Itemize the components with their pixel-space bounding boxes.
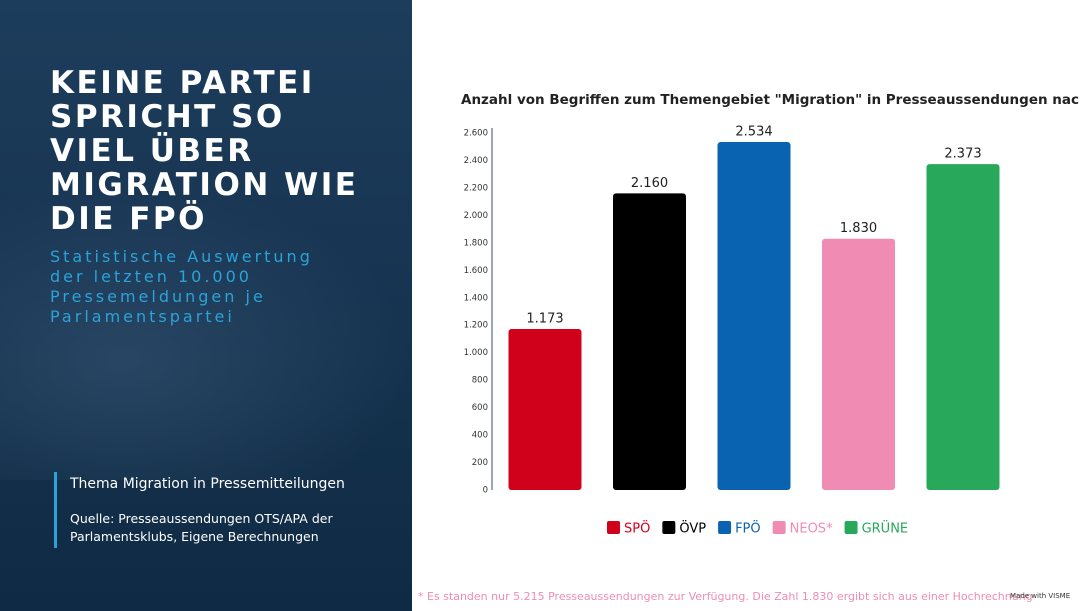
y-tick-label: 1.800 bbox=[464, 238, 488, 248]
legend-label: FPÖ bbox=[735, 520, 761, 537]
headline-line: MIGRATION WIE bbox=[50, 167, 359, 203]
chart-title: Anzahl von Begriffen zum Themengebiet "M… bbox=[461, 92, 1080, 108]
subheadline-line: der letzten 10.000 bbox=[50, 267, 252, 286]
credit: Made with VISME bbox=[1010, 592, 1071, 600]
y-tick-label: 600 bbox=[472, 403, 488, 413]
y-tick-label: 1.000 bbox=[464, 348, 488, 358]
bar bbox=[613, 193, 686, 490]
subheadline-line: Statistische Auswertung bbox=[50, 247, 313, 266]
footnote: * Es standen nur 5.215 Presseaussendunge… bbox=[418, 590, 1033, 603]
value-label: 1.830 bbox=[840, 221, 877, 236]
legend-swatch bbox=[607, 521, 620, 534]
legend-label: SPÖ bbox=[624, 520, 650, 537]
source-line: Quelle: Presseaussendungen OTS/APA der bbox=[70, 511, 333, 526]
y-tick-label: 2.200 bbox=[464, 183, 488, 193]
accent-bar bbox=[54, 472, 57, 548]
bar bbox=[822, 238, 895, 490]
y-tick-label: 1.400 bbox=[464, 293, 488, 303]
legend-swatch bbox=[662, 521, 676, 534]
source: Quelle: Presseaussendungen OTS/APA der Pa… bbox=[70, 510, 333, 546]
y-tick-label: 1.600 bbox=[464, 266, 488, 276]
chart: Anzahl von Begriffen zum Themengebiet "M… bbox=[461, 92, 1080, 537]
y-tick-label: 2.400 bbox=[464, 156, 488, 166]
source-line: Parlamentsklubs, Eigene Berechnungen bbox=[70, 529, 319, 544]
value-label: 1.173 bbox=[526, 311, 563, 326]
y-tick-label: 400 bbox=[472, 431, 488, 441]
bar bbox=[717, 142, 791, 490]
y-tick-label: 2.600 bbox=[464, 129, 488, 139]
legend-label: NEOS* bbox=[790, 522, 833, 537]
value-label: 2.160 bbox=[631, 176, 668, 191]
value-label: 2.534 bbox=[735, 125, 772, 140]
legend-swatch bbox=[844, 521, 858, 534]
headline: KEINE PARTEI SPRICHT SO VIEL ÜBER MIGRATION… bbox=[50, 66, 358, 236]
left-panel: KEINE PARTEI SPRICHT SO VIEL ÜBER MIGRATION… bbox=[0, 0, 412, 611]
legend-swatch bbox=[718, 521, 732, 534]
subheadline: Statistische Auswertung der letzten 10.00… bbox=[50, 247, 313, 327]
headline-line: DIE FPÖ bbox=[50, 201, 207, 237]
subheadline-line: Pressemeldungen je bbox=[50, 287, 266, 306]
topic: Thema Migration in Pressemitteilungen bbox=[70, 476, 345, 492]
value-label: 2.373 bbox=[944, 147, 981, 162]
y-tick-label: 2.000 bbox=[464, 211, 488, 221]
headline-line: SPRICHT SO bbox=[50, 99, 285, 135]
y-tick-label: 1.200 bbox=[464, 321, 488, 331]
subheadline-line: Parlamentspartei bbox=[50, 307, 235, 326]
bar bbox=[508, 328, 582, 490]
y-tick-label: 200 bbox=[472, 458, 488, 468]
legend-label: GRÜNE bbox=[862, 520, 909, 537]
y-tick-label: 0 bbox=[483, 486, 488, 496]
headline-line: VIEL ÜBER bbox=[50, 133, 254, 169]
legend-label: ÖVP bbox=[679, 520, 706, 537]
legend-swatch bbox=[772, 521, 786, 534]
background-photo bbox=[0, 180, 412, 480]
headline-line: KEINE PARTEI bbox=[50, 65, 315, 101]
y-tick-label: 800 bbox=[472, 376, 488, 386]
bar bbox=[926, 164, 1000, 491]
